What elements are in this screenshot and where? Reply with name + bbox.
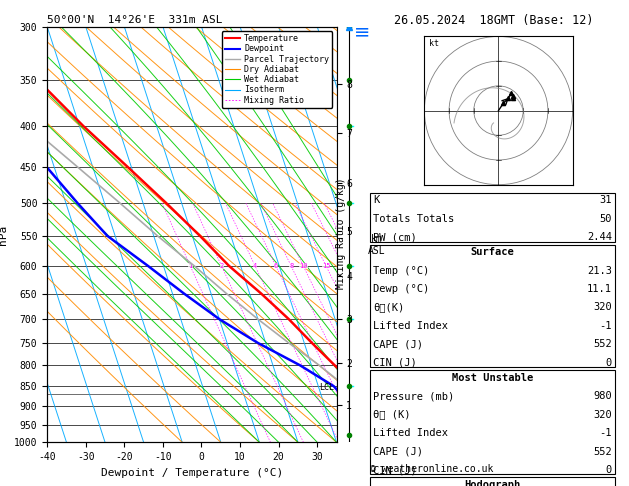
Text: 1: 1 bbox=[188, 263, 192, 269]
Text: Totals Totals: Totals Totals bbox=[373, 214, 454, 224]
Text: LCL: LCL bbox=[320, 383, 335, 392]
Text: Mixing Ratio (g/kg): Mixing Ratio (g/kg) bbox=[336, 177, 346, 289]
Text: 6: 6 bbox=[274, 263, 278, 269]
Text: 2.44: 2.44 bbox=[587, 232, 612, 243]
Text: 8: 8 bbox=[289, 263, 293, 269]
Text: 50: 50 bbox=[599, 214, 612, 224]
Y-axis label: km
ASL: km ASL bbox=[369, 235, 386, 256]
Text: 31: 31 bbox=[599, 195, 612, 206]
Text: Lifted Index: Lifted Index bbox=[373, 428, 448, 438]
Text: 21.3: 21.3 bbox=[587, 265, 612, 276]
Text: 20: 20 bbox=[338, 263, 347, 269]
Text: θᴇ(K): θᴇ(K) bbox=[373, 302, 404, 312]
Text: 552: 552 bbox=[593, 339, 612, 349]
Text: θᴇ (K): θᴇ (K) bbox=[373, 410, 411, 419]
Text: -1: -1 bbox=[599, 321, 612, 331]
Text: 0: 0 bbox=[606, 465, 612, 475]
Text: -1: -1 bbox=[599, 428, 612, 438]
Text: © weatheronline.co.uk: © weatheronline.co.uk bbox=[370, 464, 493, 474]
X-axis label: Dewpoint / Temperature (°C): Dewpoint / Temperature (°C) bbox=[101, 468, 283, 478]
Text: 320: 320 bbox=[593, 410, 612, 419]
Text: Most Unstable: Most Unstable bbox=[452, 373, 533, 382]
Y-axis label: hPa: hPa bbox=[0, 225, 8, 244]
Text: CIN (J): CIN (J) bbox=[373, 358, 417, 368]
Text: PW (cm): PW (cm) bbox=[373, 232, 417, 243]
Text: 26.05.2024  18GMT (Base: 12): 26.05.2024 18GMT (Base: 12) bbox=[394, 14, 594, 27]
Text: 552: 552 bbox=[593, 447, 612, 456]
Text: Dewp (°C): Dewp (°C) bbox=[373, 284, 429, 294]
Text: Hodograph: Hodograph bbox=[464, 480, 521, 486]
Text: 2: 2 bbox=[220, 263, 224, 269]
Legend: Temperature, Dewpoint, Parcel Trajectory, Dry Adiabat, Wet Adiabat, Isotherm, Mi: Temperature, Dewpoint, Parcel Trajectory… bbox=[221, 31, 332, 108]
Text: K: K bbox=[373, 195, 379, 206]
Text: 10: 10 bbox=[299, 263, 308, 269]
Text: kt: kt bbox=[430, 39, 439, 48]
Text: 11.1: 11.1 bbox=[587, 284, 612, 294]
Text: 320: 320 bbox=[593, 302, 612, 312]
Text: Pressure (mb): Pressure (mb) bbox=[373, 391, 454, 401]
Text: 15: 15 bbox=[322, 263, 330, 269]
Text: Surface: Surface bbox=[470, 247, 515, 257]
Text: 0: 0 bbox=[606, 358, 612, 368]
Text: CAPE (J): CAPE (J) bbox=[373, 339, 423, 349]
Text: 4: 4 bbox=[253, 263, 257, 269]
Text: Lifted Index: Lifted Index bbox=[373, 321, 448, 331]
Text: CAPE (J): CAPE (J) bbox=[373, 447, 423, 456]
Text: 980: 980 bbox=[593, 391, 612, 401]
Text: 50°00'N  14°26'E  331m ASL: 50°00'N 14°26'E 331m ASL bbox=[47, 15, 223, 25]
Text: CIN (J): CIN (J) bbox=[373, 465, 417, 475]
Text: ≡: ≡ bbox=[354, 22, 370, 41]
Text: Temp (°C): Temp (°C) bbox=[373, 265, 429, 276]
